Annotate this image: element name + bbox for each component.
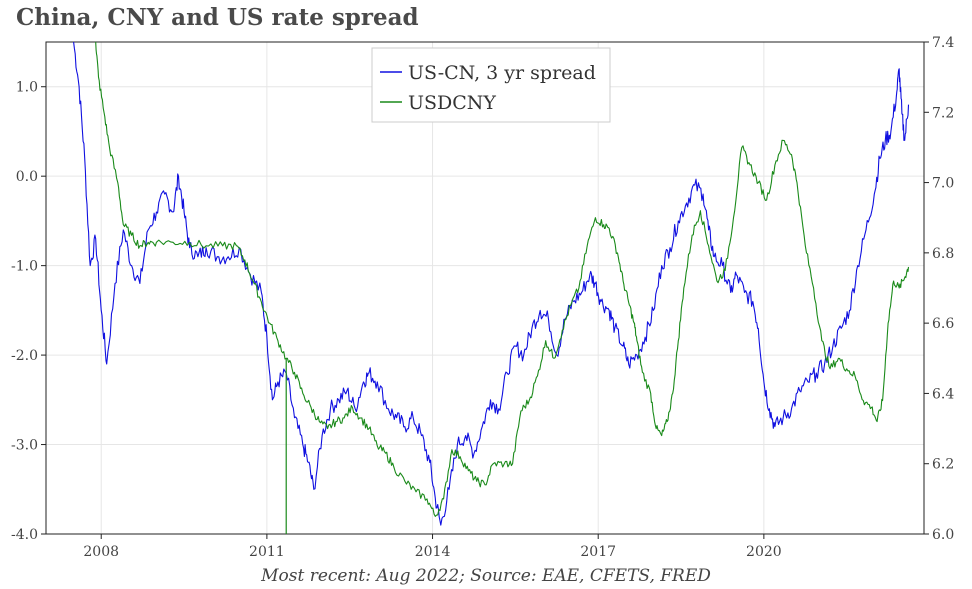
legend-label-0: US-CN, 3 yr spread — [408, 62, 596, 84]
x-tick-label: 2008 — [83, 544, 119, 560]
series — [73, 42, 910, 534]
x-tick-label: 2014 — [415, 544, 451, 560]
y-right-tick-label: 7.0 — [932, 176, 954, 192]
series-line-0 — [73, 42, 910, 526]
y-right-tick-label: 7.4 — [932, 35, 954, 51]
y-right-tick-label: 6.4 — [932, 386, 954, 402]
y-axis-right: 7.4 7.2 7.0 6.8 6.6 6.4 6.2 6.0 — [924, 35, 954, 543]
y-left-tick-label: -1.0 — [11, 259, 38, 275]
y-left-tick-label: 0.0 — [16, 169, 38, 185]
y-axis-left: 1.0 0.0 -1.0 -2.0 -3.0 -4.0 — [11, 80, 46, 543]
x-tick-label: 2017 — [580, 544, 616, 560]
y-right-tick-label: 6.8 — [932, 246, 954, 262]
y-left-tick-label: 1.0 — [16, 80, 38, 96]
series-line-1 — [95, 42, 910, 517]
y-left-tick-label: -4.0 — [11, 527, 38, 543]
legend: US-CN, 3 yr spread USDCNY — [371, 47, 611, 123]
x-tick-label: 2011 — [249, 544, 285, 560]
y-right-tick-label: 7.2 — [932, 105, 954, 121]
y-right-tick-label: 6.0 — [932, 527, 954, 543]
y-right-tick-label: 6.2 — [932, 457, 954, 473]
y-left-tick-label: -3.0 — [11, 438, 38, 454]
y-left-tick-label: -2.0 — [11, 348, 38, 364]
source-note: Most recent: Aug 2022; Source: EAE, CFET… — [261, 566, 711, 586]
y-right-tick-label: 6.6 — [932, 316, 954, 332]
x-tick-label: 2020 — [746, 544, 782, 560]
legend-box — [371, 47, 611, 123]
legend-label-1: USDCNY — [408, 92, 496, 114]
plot-frame — [45, 41, 925, 535]
chart-title: China, CNY and US rate spread — [16, 4, 419, 31]
x-axis: 2008 2011 2014 2017 2020 — [83, 534, 782, 560]
